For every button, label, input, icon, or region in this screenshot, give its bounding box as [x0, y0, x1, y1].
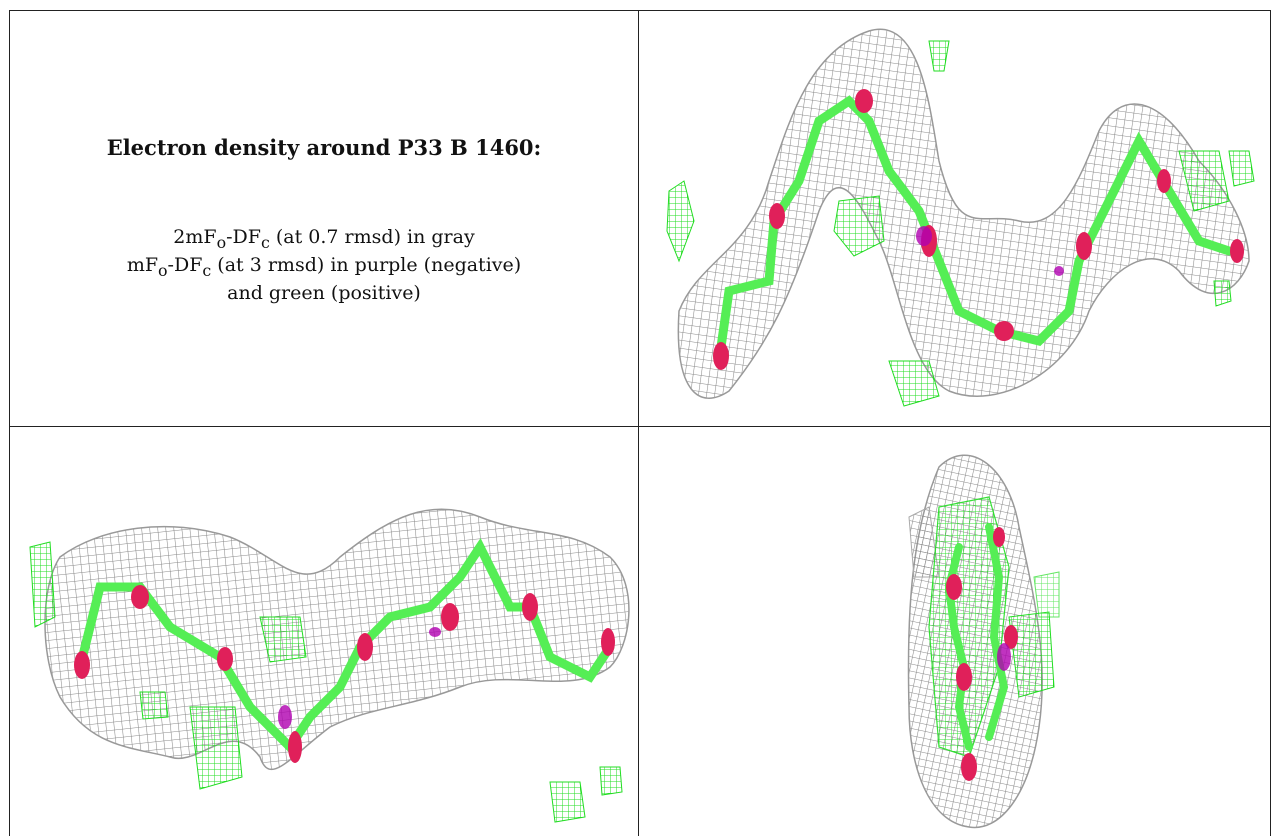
density-view-bottom-right	[639, 427, 1270, 836]
rule-center	[638, 10, 639, 836]
oxygen-atoms	[946, 527, 1018, 781]
density-image-1	[666, 28, 1255, 407]
rule-left	[9, 10, 10, 836]
gray-mesh-density	[677, 28, 1250, 399]
figure-grid: Electron density around P33 B 1460: 2mFo…	[9, 10, 1271, 836]
caption-line-colors: and green (positive)	[227, 281, 421, 304]
density-view-top-right	[639, 11, 1270, 426]
caption-line-fofc: mFo-DFc (at 3 rmsd) in purple (negative)	[126, 253, 522, 280]
density-view-bottom-left	[10, 427, 638, 836]
caption-line-2fofc: 2mFo-DFc (at 0.7 rmsd) in gray	[173, 226, 475, 252]
caption-cell: Electron density around P33 B 1460: 2mFo…	[10, 11, 638, 426]
rule-right	[1270, 10, 1271, 836]
caption-heading: Electron density around P33 B 1460:	[106, 135, 542, 160]
oxygen-atoms	[74, 585, 615, 763]
negative-difference	[278, 627, 441, 729]
green-difference-blobs	[29, 541, 623, 823]
density-image-3	[907, 454, 1060, 829]
negative-difference	[916, 226, 1064, 276]
gray-mesh-density	[44, 508, 630, 771]
density-image-2	[29, 508, 630, 823]
rule-top	[9, 10, 1271, 11]
green-difference-blobs	[928, 496, 1060, 758]
rule-middle	[9, 426, 1271, 427]
negative-difference	[997, 643, 1011, 671]
green-difference-blobs	[666, 40, 1255, 407]
